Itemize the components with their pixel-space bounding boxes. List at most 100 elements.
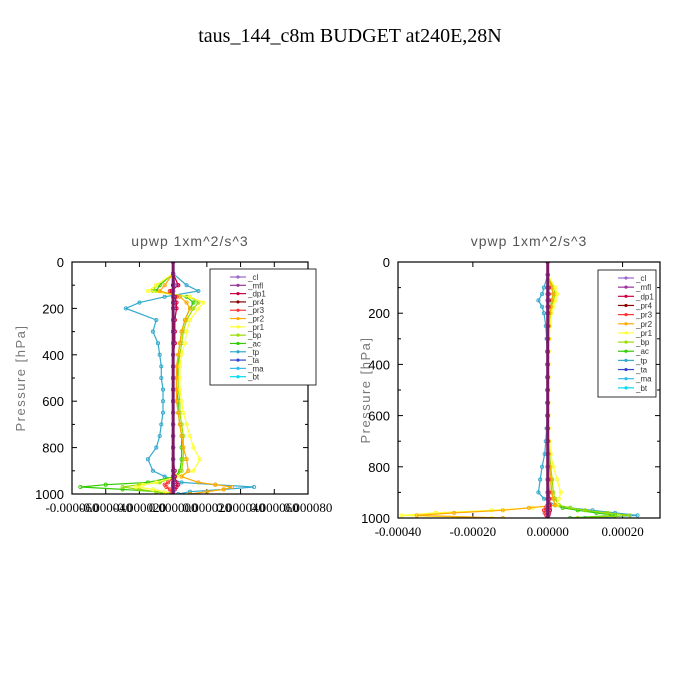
upwp-series-tp-point	[162, 294, 167, 299]
vpwp-series-bp-point	[605, 510, 610, 515]
upwp-series-ac-point	[103, 482, 108, 487]
vpwp-legend-marker	[624, 386, 628, 390]
vpwp-legend-label: _pr2	[635, 320, 653, 329]
vpwp-series-pr1-point	[555, 291, 560, 297]
vpwp-series-tp-point	[538, 477, 543, 482]
upwp-series-pr1-point	[154, 283, 159, 288]
upwp-series-tp-point	[150, 329, 155, 334]
vpwp-legend-marker	[624, 276, 628, 280]
vpwp-legend-label: _bt	[635, 384, 648, 393]
upwp-series-tp-point	[150, 468, 155, 473]
upwp-series-pr1-point	[187, 433, 193, 439]
upwp-series-tp-point	[160, 387, 166, 392]
upwp-x-tick-label: 0.000020	[182, 500, 231, 515]
vpwp-series-pr1-point	[558, 490, 563, 495]
upwp-y-tick-label: 600	[42, 394, 64, 409]
upwp-legend-marker	[236, 325, 240, 329]
vpwp-series-bp-point	[628, 513, 633, 518]
vpwp-series-bp-point	[583, 508, 588, 513]
vpwp-series-tp-point	[540, 291, 545, 297]
upwp-series-pr2-point	[204, 489, 209, 494]
vpwp-y-tick-label: 600	[368, 409, 390, 424]
vpwp-panel: vpwp 1xm^2/s^3 Pressure [hPa] 0 200 400 600 80…	[358, 233, 661, 539]
vpwp-legend-label: _pr3	[635, 311, 653, 320]
upwp-x-tick-label: -0.000040	[79, 500, 132, 515]
upwp-series-pr2-point	[182, 317, 187, 323]
vpwp-legend-marker	[624, 340, 628, 344]
vpwp-legend-marker	[624, 367, 628, 372]
upwp-legend-marker	[236, 300, 240, 304]
vpwp-legend-marker	[624, 294, 628, 298]
upwp-legend-marker	[236, 275, 240, 279]
vpwp-series-tp-point	[583, 515, 588, 518]
vpwp-series-pr2-point	[452, 510, 457, 515]
vpwp-series-pr1-point	[553, 285, 558, 290]
upwp-series-pr2-point	[181, 445, 186, 450]
vpwp-series-pr1-point	[551, 464, 556, 469]
upwp-series-tp-point	[187, 489, 193, 494]
vpwp-series-pr2-point	[551, 291, 556, 297]
upwp-series-tp-point	[154, 317, 159, 323]
vpwp-legend-label: _dp1	[635, 292, 654, 301]
vpwp-series-pr1-point	[489, 515, 494, 518]
vpwp-series-pr2-point	[551, 496, 556, 501]
upwp-series-pr2-point	[184, 300, 189, 305]
upwp-series-pr1-point	[198, 457, 203, 462]
upwp-series-pr1-point	[182, 341, 187, 346]
upwp-legend-label: _cl	[247, 273, 258, 282]
upwp-series-pr1-point	[196, 306, 201, 311]
upwp-series-pr1-point	[179, 399, 184, 404]
upwp-legend-label: _pr1	[247, 323, 265, 332]
upwp-legend-label: _dp1	[247, 290, 266, 299]
vpwp-y-tick-label: 400	[368, 357, 390, 372]
upwp-series-tp-point	[160, 399, 166, 404]
vpwp-series-tp-point	[541, 311, 547, 316]
vpwp-series-pr2-point	[500, 515, 505, 518]
upwp-legend-label: _tp	[247, 348, 260, 357]
upwp-legend-label: _pr3	[247, 306, 265, 315]
upwp-series-pr2-point	[162, 283, 167, 288]
upwp-series-pr1-point	[162, 489, 167, 494]
upwp-series-ac-point	[78, 484, 83, 490]
vpwp-series-pr1-point	[556, 496, 561, 501]
vpwp-series-ac-point	[568, 515, 573, 518]
upwp-series-pr1-point	[134, 484, 139, 490]
upwp-series-pr1-point	[154, 480, 159, 485]
vpwp-series-tp-point	[613, 510, 618, 515]
vpwp-series-pr1-point	[399, 513, 404, 518]
upwp-series-tp-point	[196, 288, 201, 294]
vpwp-legend-label: _tp	[635, 356, 648, 365]
upwp-series-tp-point	[155, 341, 161, 346]
upwp-series-ac-point	[120, 487, 125, 492]
upwp-legend-label: _bt	[247, 373, 260, 382]
upwp-y-tick-label: 1000	[35, 487, 64, 502]
vpwp-y-tick-label: 1000	[361, 511, 390, 526]
vpwp-series-pr2-point	[414, 513, 419, 518]
upwp-legend-marker	[236, 316, 240, 321]
upwp-series-tp-point	[159, 375, 164, 381]
vpwp-x-tick-label: 0.00020	[601, 524, 643, 539]
vpwp-legend-label: _pr1	[635, 329, 653, 338]
upwp-series-ac-point	[191, 300, 196, 305]
vpwp-legend-label: _pr4	[635, 301, 653, 310]
upwp-series-pr1-point	[184, 329, 189, 334]
upwp-series-tp-point	[145, 457, 150, 462]
vpwp-series-pr2-point	[526, 505, 532, 510]
upwp-legend-marker	[236, 350, 240, 354]
upwp-series-pr3-point	[166, 480, 171, 485]
upwp-series-tp-point	[159, 422, 164, 427]
vpwp-series-pr1-point	[555, 477, 560, 482]
upwp-series-pr2-point	[186, 468, 191, 473]
vpwp-y-tick-label: 0	[383, 255, 390, 270]
upwp-series-pr2-point	[230, 484, 235, 490]
upwp-series-pr2-point	[221, 487, 226, 492]
vpwp-legend-label: _ac	[635, 347, 649, 356]
upwp-series-tp-point	[154, 445, 159, 450]
upwp-legend-marker	[236, 375, 240, 379]
upwp-series-pr2-line	[158, 262, 233, 494]
vpwp-y-axis-label: Pressure [hPa]	[358, 337, 373, 444]
upwp-series-pr2-point	[179, 329, 184, 334]
upwp-series-pr2-point	[179, 474, 184, 479]
upwp-x-tick-label: 0.000060	[250, 500, 299, 515]
vpwp-series-tp-point	[635, 513, 640, 518]
